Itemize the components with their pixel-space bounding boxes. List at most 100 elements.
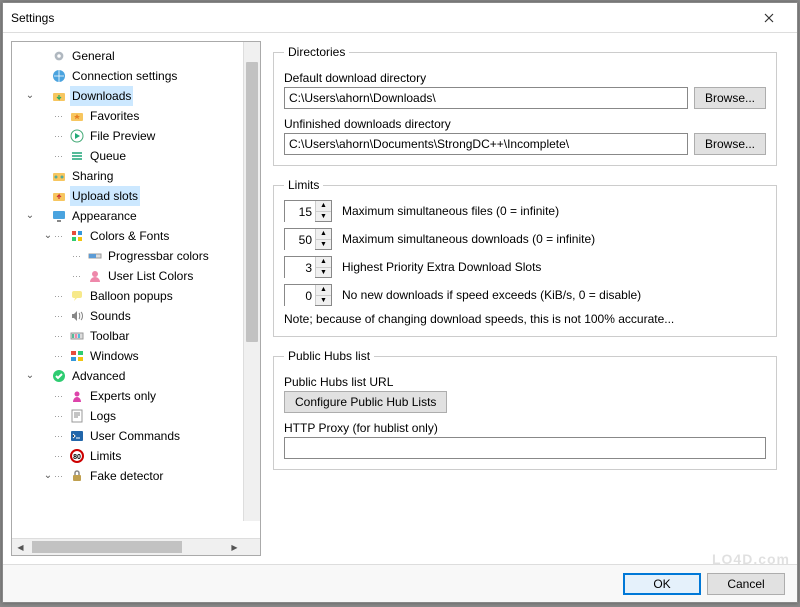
browse-unfinished-button[interactable]: Browse...	[694, 133, 766, 155]
tree-item-file-preview[interactable]: ⋯File Preview	[14, 126, 258, 146]
palette-icon	[68, 228, 86, 244]
expand-icon[interactable]: ⌄	[42, 226, 54, 246]
tree-item-label: Connection settings	[70, 66, 179, 86]
tree-item-user-commands[interactable]: ⋯User Commands	[14, 426, 258, 446]
spin-up-icon[interactable]: ▲	[316, 257, 331, 268]
tree-item-connection-settings[interactable]: Connection settings	[14, 66, 258, 86]
tree-item-experts-only[interactable]: ⋯Experts only	[14, 386, 258, 406]
limit-input-2[interactable]	[285, 257, 315, 279]
default-dir-input[interactable]	[284, 87, 688, 109]
spinner-buttons[interactable]: ▲▼	[315, 201, 331, 221]
proxy-input[interactable]	[284, 437, 766, 459]
limit-input-1[interactable]	[285, 229, 315, 251]
hscroll-thumb[interactable]	[32, 541, 182, 553]
spin-down-icon[interactable]: ▼	[316, 268, 331, 278]
tree-item-label: Experts only	[88, 386, 158, 406]
spin-up-icon[interactable]: ▲	[316, 285, 331, 296]
queue-icon	[68, 148, 86, 164]
titlebar: Settings	[3, 3, 797, 33]
tree-item-progressbar-colors[interactable]: ⋯Progressbar colors	[14, 246, 258, 266]
spin-up-icon[interactable]: ▲	[316, 201, 331, 212]
tree-panel: GeneralConnection settings ⌄ Downloads⋯Fav…	[11, 41, 261, 556]
window-title: Settings	[11, 11, 749, 25]
directories-legend: Directories	[284, 45, 349, 59]
tree-item-favorites[interactable]: ⋯Favorites	[14, 106, 258, 126]
spin-down-icon[interactable]: ▼	[316, 296, 331, 306]
limit-label-1: Maximum simultaneous downloads (0 = infi…	[342, 232, 595, 246]
settings-window: Settings GeneralConnection settings ⌄ Down…	[2, 2, 798, 603]
tree-item-sharing[interactable]: Sharing	[14, 166, 258, 186]
scrollbar-thumb[interactable]	[246, 62, 258, 342]
tree-item-label: General	[70, 46, 117, 66]
play-icon	[68, 128, 86, 144]
expand-icon[interactable]: ⌄	[42, 466, 54, 486]
tree-item-windows[interactable]: ⋯Windows	[14, 346, 258, 366]
tree-item-appearance[interactable]: ⌄ Appearance	[14, 206, 258, 226]
spinner-buttons[interactable]: ▲▼	[315, 257, 331, 277]
spinner-buttons[interactable]: ▲▼	[315, 229, 331, 249]
tree-item-label: Fake detector	[88, 466, 165, 486]
tree-item-label: Colors & Fonts	[88, 226, 171, 246]
tree-item-limits[interactable]: ⋯80Limits	[14, 446, 258, 466]
tree-scroll: GeneralConnection settings ⌄ Downloads⋯Fav…	[12, 42, 260, 538]
spin-down-icon[interactable]: ▼	[316, 240, 331, 250]
tree-item-general[interactable]: General	[14, 46, 258, 66]
tree-item-label: File Preview	[88, 126, 157, 146]
content-area: GeneralConnection settings ⌄ Downloads⋯Fav…	[3, 33, 797, 564]
hubs-legend: Public Hubs list	[284, 349, 374, 363]
tree-item-user-list-colors[interactable]: ⋯User List Colors	[14, 266, 258, 286]
tree-item-toolbar[interactable]: ⋯Toolbar	[14, 326, 258, 346]
settings-page: Directories Default download directory B…	[269, 41, 789, 556]
tree-item-label: Upload slots	[70, 186, 140, 206]
default-dir-label: Default download directory	[284, 71, 766, 85]
scroll-left-icon[interactable]: ◀	[12, 539, 29, 556]
ok-button[interactable]: OK	[623, 573, 701, 595]
directories-group: Directories Default download directory B…	[273, 45, 777, 166]
cmd-icon	[68, 428, 86, 444]
progress-icon	[86, 248, 104, 264]
balloon-icon	[68, 288, 86, 304]
tree-item-sounds[interactable]: ⋯Sounds	[14, 306, 258, 326]
expand-icon[interactable]: ⌄	[24, 206, 36, 226]
configure-hubs-button[interactable]: Configure Public Hub Lists	[284, 391, 447, 413]
user-icon	[86, 268, 104, 284]
limit-input-3[interactable]	[285, 285, 315, 307]
unfinished-dir-input[interactable]	[284, 133, 688, 155]
tree-item-queue[interactable]: ⋯Queue	[14, 146, 258, 166]
limit-input-0[interactable]	[285, 201, 315, 223]
tree-item-advanced[interactable]: ⌄Advanced	[14, 366, 258, 386]
globe-icon	[50, 68, 68, 84]
tree-item-balloon-popups[interactable]: ⋯Balloon popups	[14, 286, 258, 306]
tree-item-label: Limits	[88, 446, 123, 466]
vertical-scrollbar[interactable]	[243, 42, 260, 521]
horizontal-scrollbar[interactable]: ◀ ▶	[12, 538, 260, 555]
spin-down-icon[interactable]: ▼	[316, 212, 331, 222]
expand-icon[interactable]: ⌄	[24, 366, 36, 386]
limit-label-3: No new downloads if speed exceeds (KiB/s…	[342, 288, 641, 302]
gear-icon	[50, 48, 68, 64]
expand-icon[interactable]: ⌄	[24, 86, 36, 106]
scroll-right-icon[interactable]: ▶	[226, 539, 243, 556]
tree-item-logs[interactable]: ⋯Logs	[14, 406, 258, 426]
tree-item-label: Logs	[88, 406, 118, 426]
limit-row-2: ▲▼Highest Priority Extra Download Slots	[284, 256, 766, 278]
cancel-button[interactable]: Cancel	[707, 573, 785, 595]
unfinished-dir-label: Unfinished downloads directory	[284, 117, 766, 131]
tree-item-label: Balloon popups	[88, 286, 175, 306]
share-icon	[50, 168, 68, 184]
tree-item-label: Toolbar	[88, 326, 131, 346]
tree-item-label: Favorites	[88, 106, 141, 126]
tree-item-upload-slots[interactable]: Upload slots	[14, 186, 258, 206]
tree-item-colors-fonts[interactable]: ⌄⋯Colors & Fonts	[14, 226, 258, 246]
star-folder-icon	[68, 108, 86, 124]
tree-item-label: Appearance	[70, 206, 139, 226]
tree-item-label: Downloads	[70, 86, 133, 106]
tree-item-downloads[interactable]: ⌄ Downloads	[14, 86, 258, 106]
settings-tree[interactable]: GeneralConnection settings ⌄ Downloads⋯Fav…	[12, 42, 260, 490]
browse-default-button[interactable]: Browse...	[694, 87, 766, 109]
spin-up-icon[interactable]: ▲	[316, 229, 331, 240]
expert-icon	[68, 388, 86, 404]
spinner-buttons[interactable]: ▲▼	[315, 285, 331, 305]
tree-item-fake-detector[interactable]: ⌄⋯Fake detector	[14, 466, 258, 486]
close-button[interactable]	[749, 5, 789, 31]
